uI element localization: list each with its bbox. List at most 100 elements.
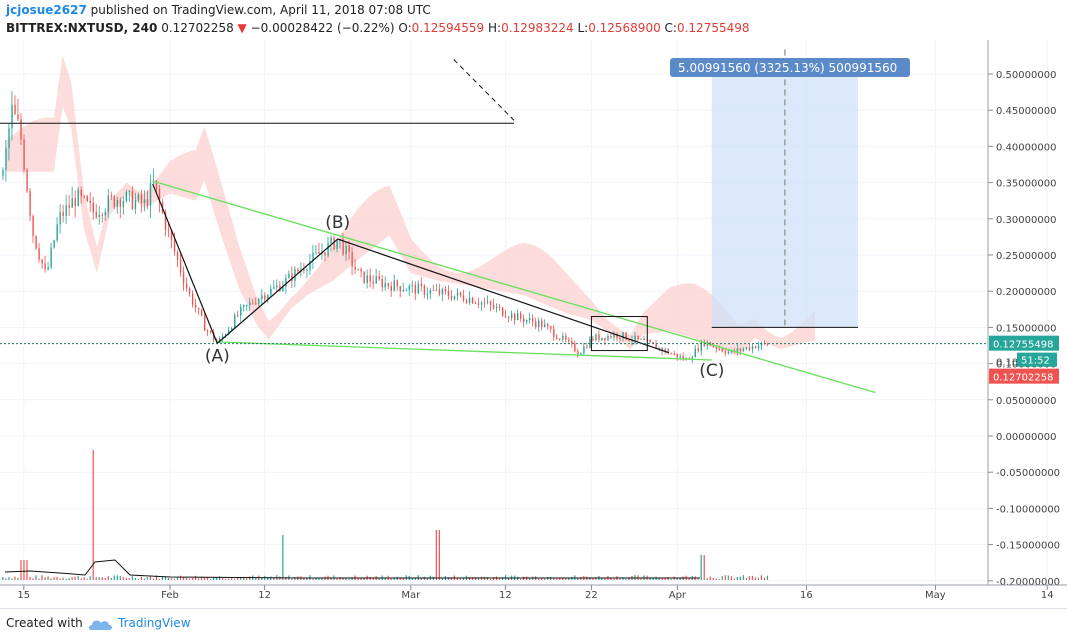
volume-bar [559, 578, 561, 580]
candle-body [598, 334, 600, 341]
candle-body [670, 353, 672, 355]
candle-body [62, 212, 64, 216]
candle-body [568, 339, 570, 341]
volume-bar [98, 577, 100, 580]
candle-body [691, 357, 693, 360]
tradingview-brand-link[interactable]: TradingView [118, 616, 191, 630]
candle-body [465, 300, 468, 303]
candle-body [26, 170, 28, 192]
volume-bar [86, 578, 88, 580]
candle-body [745, 347, 748, 349]
candle-body [273, 287, 275, 289]
candle-body [92, 202, 94, 213]
y-axis-label: 0.50000000 [996, 70, 1056, 81]
candle-body [32, 215, 34, 236]
candle-body [167, 229, 170, 231]
volume-bar [26, 560, 28, 580]
volume-bar [628, 577, 630, 580]
candle-body [742, 348, 745, 351]
candle-body [53, 240, 55, 248]
volume-bar [565, 578, 567, 580]
volume-bar [11, 578, 13, 580]
measure-tool[interactable]: 5.00991560 (3325.13%) 500991560 [670, 49, 910, 328]
volume-bar [697, 578, 699, 580]
candle-body [243, 305, 245, 307]
drawings[interactable]: (A) (B) (C) [0, 59, 988, 394]
candle-body [664, 349, 666, 352]
volume-bar [724, 575, 726, 580]
x-axis-label: May [925, 590, 946, 601]
price-tags: 0.100 0.12755498 51:52 0.12702258 [989, 335, 1059, 384]
candle-body [655, 343, 657, 350]
volume-bar [553, 578, 555, 580]
candle-body [44, 263, 46, 270]
y-axis-label: -0.15000000 [996, 541, 1060, 552]
volume-bar [185, 577, 188, 580]
x-axis-label: Mar [401, 590, 421, 601]
candle-body [757, 345, 760, 349]
volume-bar [709, 576, 711, 580]
volume-bar [652, 578, 654, 580]
candle-body [420, 283, 423, 286]
candle-body [679, 356, 681, 358]
volume-bar [733, 578, 735, 580]
candle-body [11, 104, 13, 129]
volume-bar [378, 578, 380, 580]
volume-bar [182, 577, 185, 580]
volume-bar [736, 576, 738, 580]
volume-bar [107, 576, 109, 580]
volume-bar [426, 578, 428, 580]
candle-body [38, 248, 40, 260]
volume-bar [360, 577, 362, 580]
candle-body [23, 139, 25, 171]
volume-bar [592, 578, 594, 580]
candle-body [116, 199, 119, 207]
volume-bar [700, 555, 702, 580]
volume-bar [188, 578, 191, 580]
volume-bar [203, 577, 206, 580]
volume-bar [318, 578, 320, 580]
y-axis-label: 0.30000000 [996, 215, 1056, 226]
volume-bar [748, 576, 750, 580]
author-link[interactable]: jcjosue2627 [6, 3, 87, 17]
volume-bar [411, 577, 413, 580]
volume-bar [312, 578, 314, 580]
candle-body [468, 297, 471, 303]
candle-body [188, 288, 191, 294]
candle-body [107, 195, 110, 212]
candle-body [86, 196, 88, 201]
volume-bar [77, 575, 79, 580]
volume-bar [158, 578, 161, 580]
volume-bar [739, 576, 741, 580]
candle-body [113, 196, 116, 207]
countdown-tag: 51:52 [1021, 356, 1050, 367]
x-axis-label: Apr [669, 590, 687, 601]
price-chart[interactable]: 5.00991560 (3325.13%) 500991560 (A) (B) (C… [0, 0, 1067, 608]
candle-body [164, 212, 167, 230]
candle-body [538, 320, 540, 327]
candle-body [315, 251, 317, 253]
candle-body [390, 286, 392, 291]
volume-bar [384, 577, 386, 580]
candle-body [80, 189, 82, 197]
candle-body [471, 297, 474, 304]
candle-body [56, 224, 58, 241]
candle-body [417, 283, 420, 294]
candle-body [562, 335, 564, 340]
volume-bar [53, 577, 55, 580]
candle-body [411, 284, 414, 286]
candle-body [724, 351, 727, 354]
volume-bar [342, 577, 344, 580]
candle-body [544, 324, 546, 327]
volume-bar [351, 577, 353, 580]
candle-body [517, 313, 519, 321]
candle-body [574, 343, 576, 352]
candle-body [2, 169, 4, 176]
candle-body [658, 347, 660, 350]
candle-body [219, 338, 221, 342]
price-change: −0.00028422 (−0.22%) [250, 21, 395, 35]
volume-bar [538, 578, 540, 580]
candle-body [71, 198, 73, 208]
candle-body [462, 295, 465, 301]
candle-body [595, 334, 597, 341]
